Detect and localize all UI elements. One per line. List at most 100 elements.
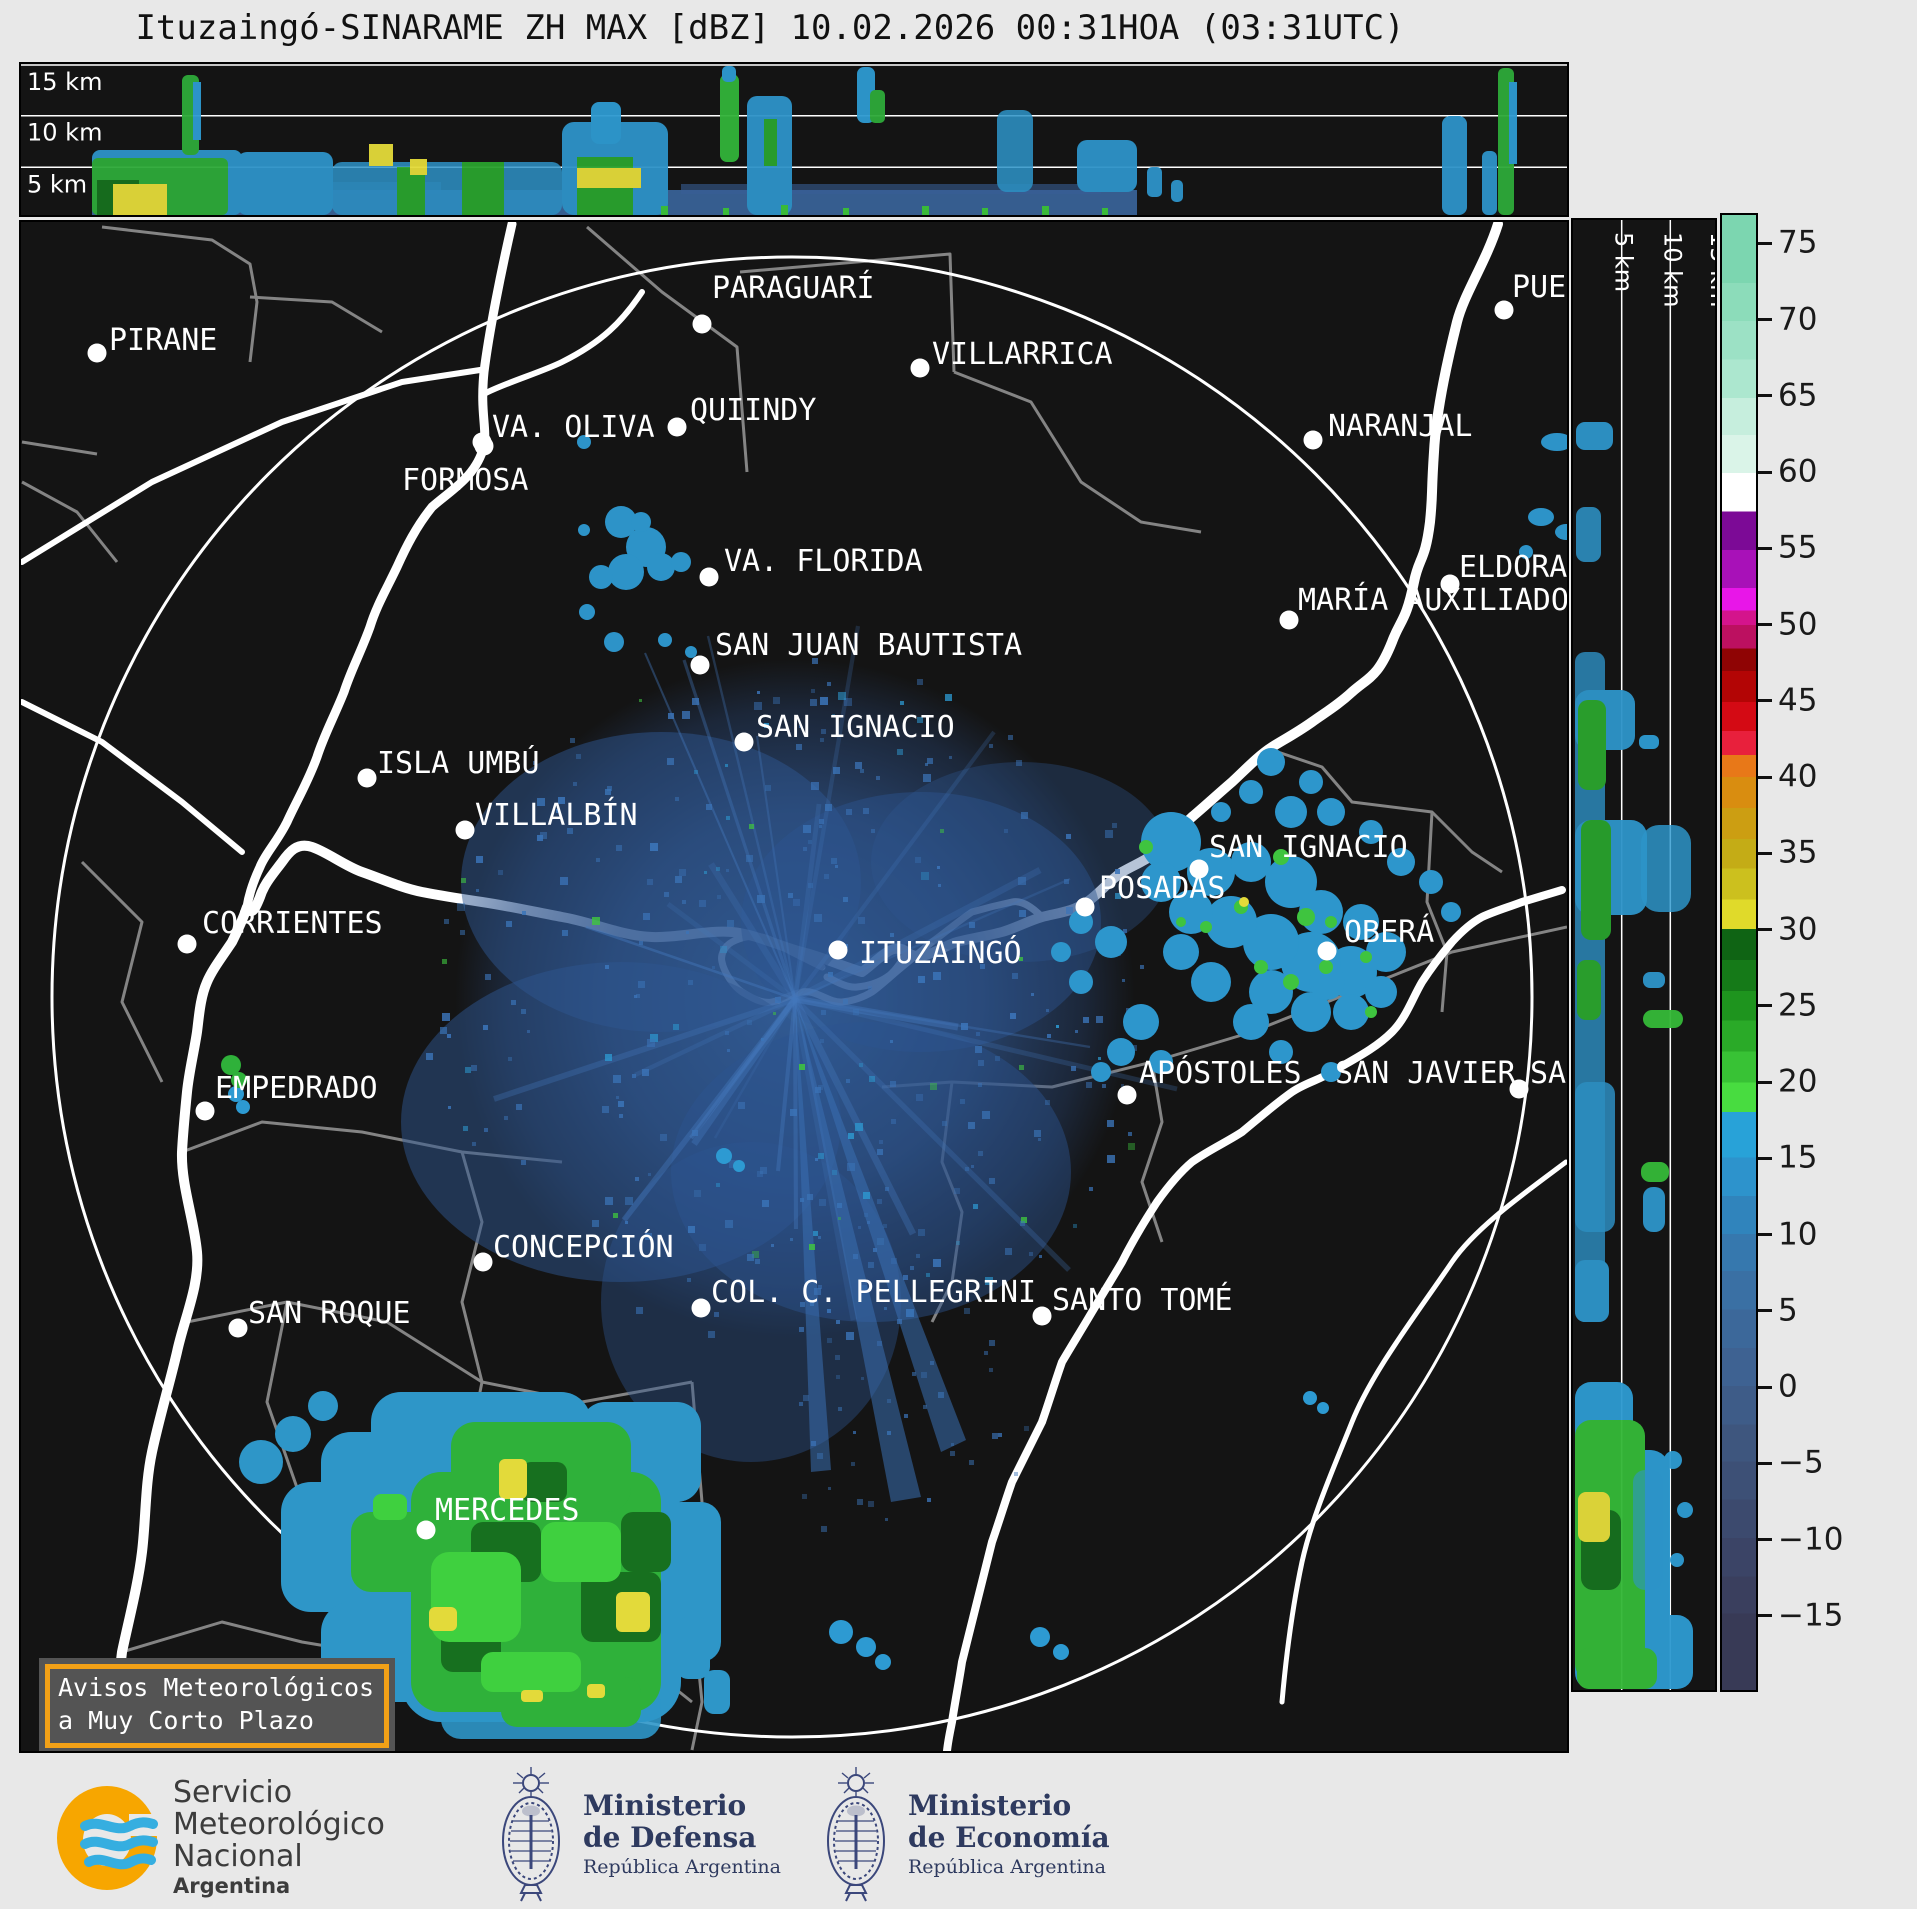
city-label: SAN JAVIER xyxy=(1335,1056,1517,1091)
city-label: ITUZAINGÓ xyxy=(859,934,1022,971)
city-dot xyxy=(1117,1085,1137,1105)
city-dot xyxy=(474,436,494,456)
city-dot xyxy=(690,655,710,675)
colorbar-tick xyxy=(1758,851,1772,855)
colorbar-tick-label: 25 xyxy=(1778,987,1818,1024)
colorbar-tick xyxy=(1758,623,1772,627)
smn-subtitle: Argentina xyxy=(173,1874,291,1899)
defensa-line2: de Defensa xyxy=(583,1820,757,1854)
city-label: ELDORADO xyxy=(1459,550,1567,585)
city-label: VA. FLORIDA xyxy=(724,544,923,579)
radar-map-canvas: PIRANE PARAGUARÍ VILLARRICA QUIINDY VA. OLIV… xyxy=(21,222,1567,1751)
city-label: POSADAS xyxy=(1099,871,1225,906)
colorbar-tick-label: 35 xyxy=(1778,834,1818,871)
range-ring xyxy=(50,255,1534,1739)
alert-box-text: Avisos Meteorológicos a Muy Corto Plazo xyxy=(45,1664,390,1748)
city-label: CONCEPCIÓN xyxy=(493,1228,674,1265)
river-paraguay xyxy=(242,222,517,912)
city-label: COL. C. PELLEGRINI xyxy=(711,1275,1036,1310)
radar-echo-starburst xyxy=(401,625,1178,1532)
side-profile-gridlines: 5 km 10 km 15 km xyxy=(1610,220,1715,1690)
city-dot xyxy=(473,1252,493,1272)
colorbar-tick xyxy=(1758,699,1772,703)
river-aguapey xyxy=(1279,1159,1567,1705)
city-dot xyxy=(910,358,930,378)
ministerio-economia-block: Ministerio de Economía República Argenti… xyxy=(820,1765,1110,1903)
city-dot xyxy=(1032,1306,1052,1326)
economia-subtitle: República Argentina xyxy=(908,1855,1106,1878)
city-dot xyxy=(734,732,754,752)
altitude-label: 15 km xyxy=(1705,232,1715,307)
colorbar-tick xyxy=(1758,470,1772,474)
colorbar xyxy=(1720,213,1758,1692)
altitude-label: 10 km xyxy=(27,119,102,147)
alert-box[interactable]: Avisos Meteorológicos a Muy Corto Plazo xyxy=(39,1658,396,1751)
river-tebicuary xyxy=(481,289,645,397)
smn-line3: Nacional xyxy=(173,1838,303,1874)
colorbar-tick-label: 45 xyxy=(1778,682,1818,719)
river-bermejo xyxy=(21,699,245,855)
colorbar-tick xyxy=(1758,1309,1772,1313)
city-label: VILLARRICA xyxy=(932,337,1113,372)
footer: Servicio Meteorológico Nacional Argentin… xyxy=(0,1765,1917,1909)
city-label: MARÍA AUXILIADORA xyxy=(1298,582,1567,618)
colorbar-tick xyxy=(1758,1233,1772,1237)
colorbar-tick-label: 70 xyxy=(1778,300,1818,337)
top-profile-echoes xyxy=(92,66,1517,215)
colorbar-tick-label: 0 xyxy=(1778,1368,1798,1405)
colorbar-tick xyxy=(1758,1385,1772,1389)
ministerio-defensa-crest-icon xyxy=(502,1767,560,1902)
cross-section-top-panel: 15 km 10 km 5 km xyxy=(19,62,1569,217)
city-label: VA. OLIVA xyxy=(492,410,655,445)
colorbar-tick xyxy=(1758,241,1772,245)
city-dot xyxy=(195,1101,215,1121)
colorbar-tick-label: 20 xyxy=(1778,1063,1818,1100)
city-dot xyxy=(455,820,475,840)
radar-speckle xyxy=(426,658,1144,1532)
city-dot xyxy=(667,417,687,437)
city-label: FORMOSA xyxy=(402,463,528,498)
city-label: NARANJAL xyxy=(1328,409,1473,444)
cross-section-side-canvas: 5 km 10 km 15 km xyxy=(1575,220,1715,1690)
colorbar-tick-label: 30 xyxy=(1778,910,1818,947)
altitude-label: 5 km xyxy=(1610,232,1638,292)
mercedes-storm xyxy=(239,1391,730,1739)
smn-line2: Meteorológico xyxy=(173,1806,385,1842)
ministerio-defensa-text: Ministerio de Defensa República Argentin… xyxy=(583,1790,781,1878)
economia-line1: Ministerio xyxy=(908,1789,1072,1823)
smn-logo-icon xyxy=(57,1785,159,1890)
altitude-label: 15 km xyxy=(27,68,102,96)
city-label: PARAGUARÍ xyxy=(712,270,875,306)
colorbar-tick-label: 60 xyxy=(1778,453,1818,490)
city-label: EMPEDRADO xyxy=(215,1071,378,1106)
city-label: ISLA UMBÚ xyxy=(377,744,540,781)
radar-echo-clusters xyxy=(221,433,1567,1739)
smn-logo-text: Servicio Meteorológico Nacional Argentin… xyxy=(173,1777,385,1899)
defensa-line1: Ministerio xyxy=(583,1789,747,1823)
city-dot xyxy=(1279,610,1299,630)
altitude-label: 5 km xyxy=(27,170,87,198)
colorbar-tick-label: 50 xyxy=(1778,605,1818,642)
ministerio-economia-text: Ministerio de Economía República Argenti… xyxy=(908,1790,1110,1878)
ministerio-economia-crest-icon xyxy=(827,1767,885,1902)
city-dot xyxy=(357,768,377,788)
city-label: SAN ROQUE xyxy=(248,1296,411,1331)
city-label: PUERTO RICO xyxy=(1512,270,1567,305)
cross-section-side-panel: 5 km 10 km 15 km xyxy=(1571,218,1717,1692)
colorbar-tick xyxy=(1758,1156,1772,1160)
cross-section-top-canvas: 15 km 10 km 5 km xyxy=(21,64,1567,215)
river-pilcomayo xyxy=(21,367,483,565)
city-label: MERCEDES xyxy=(435,1493,580,1528)
river-uruguay xyxy=(943,886,1566,1751)
colorbar-tick xyxy=(1758,1614,1772,1618)
city-dot xyxy=(228,1318,248,1338)
defensa-subtitle: República Argentina xyxy=(583,1855,781,1878)
colorbar-tick-label: 55 xyxy=(1778,529,1818,566)
city-dot xyxy=(1303,430,1323,450)
colorbar-tick xyxy=(1758,546,1772,550)
top-profile-gridlines: 15 km 10 km 5 km xyxy=(21,64,1567,198)
city-label: SAN IGNACIO xyxy=(1209,830,1408,865)
city-label: QUIINDY xyxy=(690,393,816,428)
smn-logo-block: Servicio Meteorológico Nacional Argentin… xyxy=(55,1777,385,1898)
city-dot xyxy=(691,1298,711,1318)
